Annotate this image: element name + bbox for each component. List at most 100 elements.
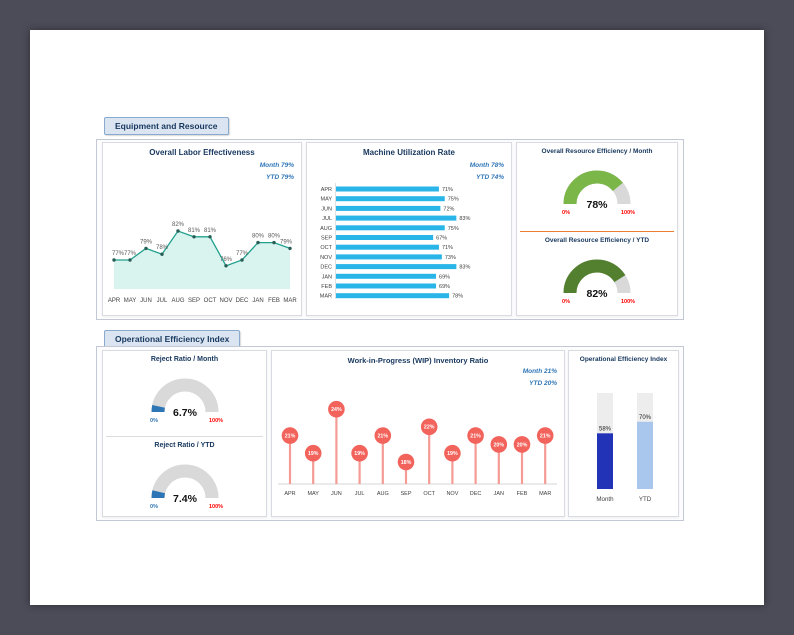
svg-text:7.4%: 7.4% (173, 493, 198, 505)
gray-divider (106, 436, 263, 437)
svg-text:58%: 58% (599, 426, 612, 432)
svg-text:21%: 21% (285, 434, 296, 440)
svg-text:NOV: NOV (446, 491, 458, 497)
svg-text:20%: 20% (493, 442, 504, 448)
svg-text:JUN: JUN (331, 491, 342, 497)
resource-efficiency-panel: Overall Resource Efficiency / Month 78% 0… (516, 142, 678, 316)
svg-text:APR: APR (108, 298, 121, 304)
oei-chart-title: Operational Efficiency Index (579, 356, 668, 363)
svg-text:MAR: MAR (539, 491, 551, 497)
svg-text:78%: 78% (156, 245, 169, 251)
svg-text:83%: 83% (459, 216, 470, 222)
svg-text:77%: 77% (124, 251, 137, 257)
svg-text:APR: APR (284, 491, 295, 497)
svg-text:DEC: DEC (470, 491, 482, 497)
machine-legend-ytd: YTD 74% (476, 174, 504, 181)
svg-text:YTD: YTD (639, 496, 652, 503)
svg-text:67%: 67% (436, 236, 447, 242)
svg-text:FEB: FEB (517, 491, 528, 497)
svg-text:21%: 21% (540, 434, 551, 440)
svg-text:SEP: SEP (321, 236, 332, 242)
svg-text:AUG: AUG (377, 491, 389, 497)
svg-text:80%: 80% (268, 234, 281, 240)
machine-legend-month: Month 78% (469, 162, 504, 169)
svg-text:83%: 83% (459, 265, 470, 271)
svg-text:Month: Month (596, 496, 614, 503)
svg-text:DEC: DEC (236, 298, 249, 304)
svg-text:JUN: JUN (321, 206, 332, 212)
svg-text:79%: 79% (140, 239, 153, 245)
svg-text:75%: 75% (448, 197, 459, 203)
svg-text:OCT: OCT (320, 245, 332, 251)
svg-text:FEB: FEB (321, 284, 332, 290)
svg-text:NOV: NOV (320, 255, 332, 261)
svg-text:100%: 100% (621, 299, 635, 304)
svg-text:SEP: SEP (400, 491, 411, 497)
wip-inventory-panel: Work-in-Progress (WIP) Inventory Ratio M… (271, 350, 565, 517)
resource-ytd-gauge-block: Overall Resource Efficiency / YTD 82% 0% 1… (517, 237, 677, 315)
svg-text:6.7%: 6.7% (173, 407, 198, 419)
svg-text:80%: 80% (252, 234, 265, 240)
svg-text:20%: 20% (517, 442, 528, 448)
resource-ytd-gauge: 82% 0% 100% (562, 259, 635, 304)
svg-text:70%: 70% (639, 415, 652, 421)
svg-text:78%: 78% (586, 199, 608, 211)
reject-month-gauge: 6.7% 0% 100% (150, 378, 223, 423)
svg-text:69%: 69% (439, 274, 450, 280)
labor-effectiveness-panel: Overall Labor Effectiveness Month 79% YT… (102, 142, 302, 316)
svg-text:81%: 81% (204, 228, 217, 234)
svg-text:76%: 76% (220, 257, 233, 263)
labor-chart-legend: Month 79% YTD 79% (260, 160, 294, 184)
svg-text:71%: 71% (442, 245, 453, 251)
labor-line-chart: 77% APR 77% MAY 79% JUN 78% JUL 82% AUG 81% SEP 81% O… (108, 222, 298, 304)
machine-chart-title: Machine Utilization Rate (362, 148, 455, 157)
labor-legend-ytd: YTD 79% (266, 174, 294, 181)
svg-text:79%: 79% (280, 239, 293, 245)
wip-chart-title: Work-in-Progress (WIP) Inventory Ratio (347, 356, 489, 365)
svg-text:MAY: MAY (307, 491, 319, 497)
reject-month-gauge-block: Reject Ratio / Month 6.7% 0% 100% (103, 356, 266, 436)
wip-chart-legend: Month 21% YTD 20% (523, 366, 557, 390)
svg-text:JUL: JUL (157, 298, 168, 304)
svg-text:JAN: JAN (322, 274, 332, 280)
svg-text:22%: 22% (424, 425, 435, 431)
svg-text:JUN: JUN (140, 298, 152, 304)
svg-text:21%: 21% (470, 434, 481, 440)
oei-column-chart: 58% Month 70% YTD (596, 393, 653, 503)
svg-text:81%: 81% (188, 228, 201, 234)
svg-text:100%: 100% (621, 210, 635, 215)
svg-text:0%: 0% (150, 418, 158, 423)
svg-text:0%: 0% (150, 504, 158, 509)
svg-text:77%: 77% (112, 251, 125, 257)
svg-text:21%: 21% (377, 434, 388, 440)
section-header-equipment: Equipment and Resource (104, 117, 229, 135)
resource-month-gauge-block: Overall Resource Efficiency / Month 78% 0… (517, 148, 677, 231)
wip-lollipop-chart: 21% APR 19% MAY 24% JUN 19% JUL 21% AUG 18% SEP 22% O… (278, 400, 557, 497)
svg-text:100%: 100% (208, 418, 222, 423)
svg-text:APR: APR (321, 187, 332, 193)
svg-text:OCT: OCT (204, 298, 217, 304)
svg-text:78%: 78% (452, 294, 463, 300)
svg-text:MAY: MAY (124, 298, 137, 304)
svg-text:MAR: MAR (320, 294, 332, 300)
machine-chart-legend: Month 78% YTD 74% (470, 160, 504, 184)
wip-legend-month: Month 21% (522, 368, 557, 375)
resource-month-gauge-title: Overall Resource Efficiency / Month (541, 148, 653, 155)
svg-text:19%: 19% (447, 451, 458, 457)
labor-legend-month: Month 79% (259, 162, 294, 169)
dashboard-page: Equipment and Resource Operational Effic… (30, 30, 764, 605)
reject-ratio-panel: Reject Ratio / Month 6.7% 0% 100% Reject R… (102, 350, 267, 517)
svg-text:100%: 100% (208, 504, 222, 509)
reject-month-gauge-title: Reject Ratio / Month (150, 356, 219, 363)
svg-text:82%: 82% (172, 222, 185, 228)
reject-ytd-gauge: 7.4% 0% 100% (150, 464, 223, 509)
svg-text:AUG: AUG (171, 298, 184, 304)
svg-text:JUL: JUL (322, 216, 332, 222)
labor-chart-title: Overall Labor Effectiveness (149, 148, 255, 157)
svg-text:73%: 73% (445, 255, 456, 261)
svg-text:JUL: JUL (355, 491, 365, 497)
svg-text:0%: 0% (562, 210, 570, 215)
svg-text:77%: 77% (236, 251, 249, 257)
svg-text:SEP: SEP (188, 298, 200, 304)
